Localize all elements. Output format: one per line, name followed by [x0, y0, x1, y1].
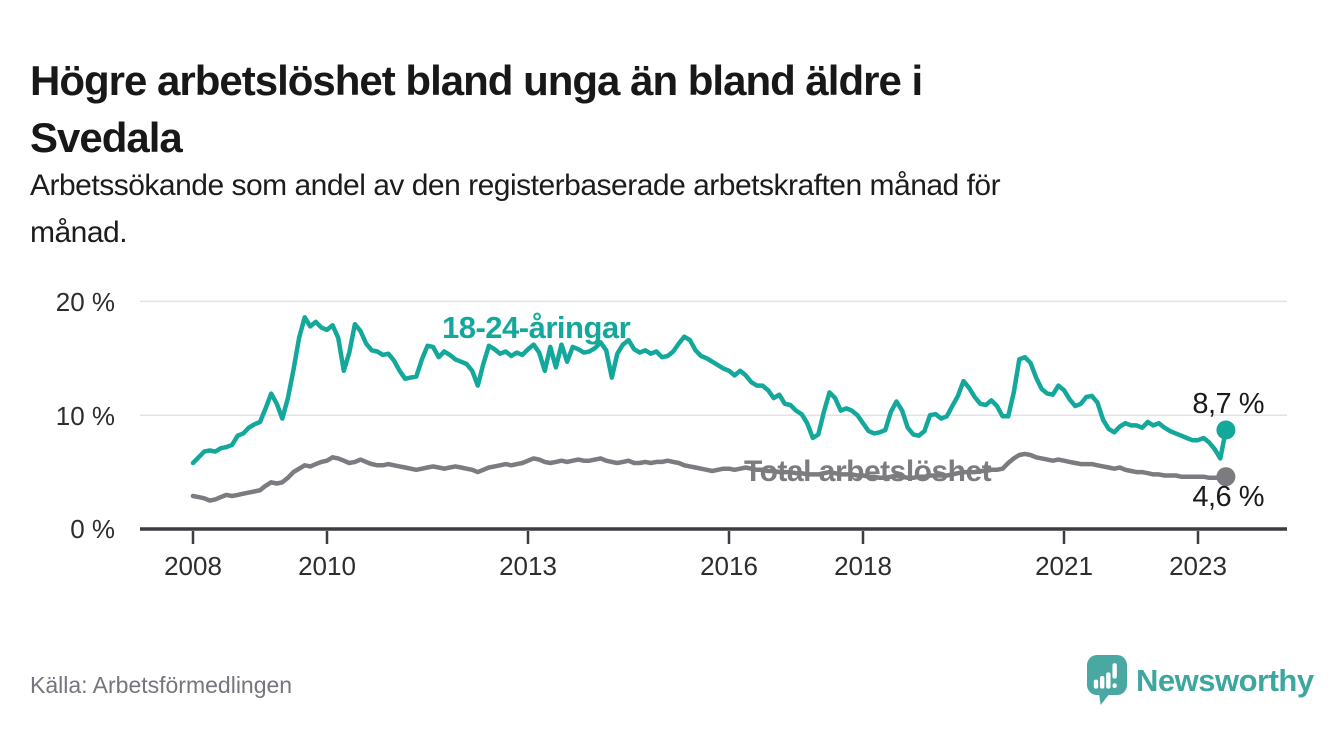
x-axis-label-2023: 2023 [1169, 551, 1227, 581]
y-axis-label-0: 0 % [70, 514, 115, 544]
x-axis-label-2018: 2018 [834, 551, 892, 581]
series-line-Total arbetslöshet [190, 451, 1229, 503]
newsworthy-chart-bubble-icon [1087, 655, 1127, 706]
series-label-18-24: 18-24-åringar [442, 310, 631, 345]
x-axis-label-2016: 2016 [700, 551, 758, 581]
y-axis-label-10: 10 % [55, 401, 115, 431]
x-axis-label-2010: 2010 [298, 551, 356, 581]
series-label-total: Total arbetslöshet [744, 455, 992, 488]
gridlines [140, 300, 1287, 416]
series-end-dot-18-24-åringar [1216, 420, 1236, 440]
x-axis-label-2021: 2021 [1035, 551, 1093, 581]
series-lines [190, 315, 1236, 503]
title-line-1: Högre arbetslöshet bland unga än bland ä… [30, 57, 923, 105]
y-axis-label-20: 20 % [55, 287, 115, 317]
subtitle-line-1: Arbetssökande som andel av den registerb… [30, 169, 1001, 202]
newsworthy-logo[interactable]: Newsworthy [1087, 655, 1314, 706]
source-note: Källa: Arbetsförmedlingen [30, 672, 293, 698]
x-axis-label-2008: 2008 [164, 551, 222, 581]
x-axis-label-2013: 2013 [499, 551, 557, 581]
brand-name: Newsworthy [1136, 662, 1314, 698]
x-axis [140, 527, 1287, 544]
series-line-18-24-åringar [190, 315, 1229, 466]
title-line-2: Svedala [30, 114, 183, 162]
end-value-label-18-24: 8,7 % [1192, 388, 1264, 420]
subtitle-line-2: månad. [30, 216, 128, 249]
series-end-dot-Total arbetslöshet [1216, 467, 1236, 487]
end-value-label-total: 4,6 % [1192, 481, 1264, 513]
page-title: Högre arbetslöshet bland unga än bland ä… [30, 52, 1270, 166]
chart-subtitle: Arbetssökande som andel av den registerb… [30, 162, 1270, 256]
